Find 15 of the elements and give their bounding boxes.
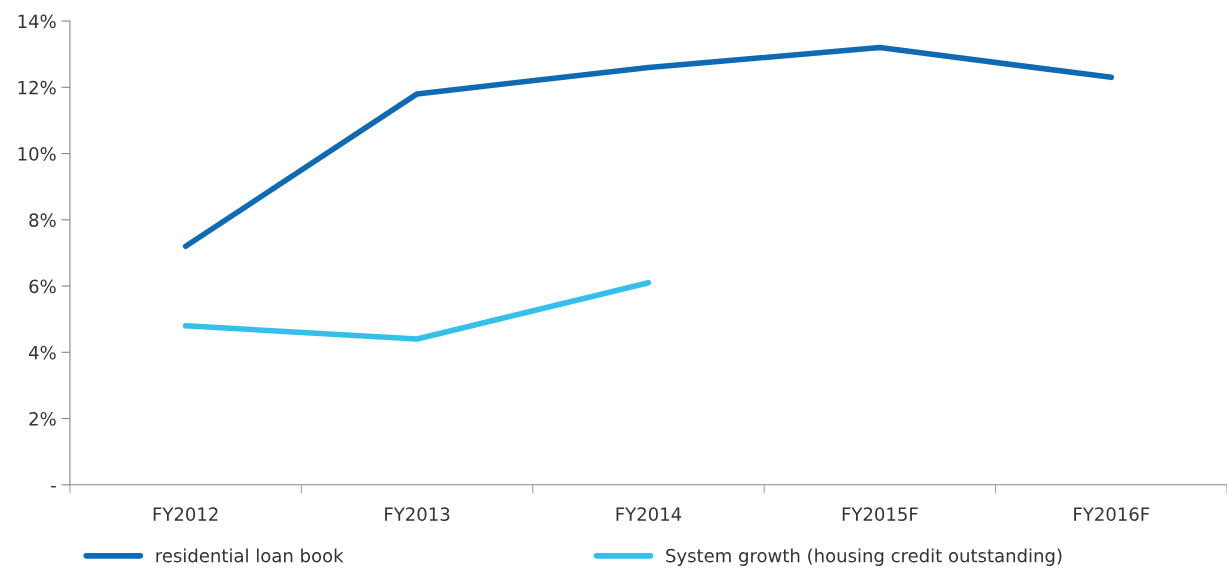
x-tick-label: FY2014 bbox=[616, 507, 682, 521]
legend-label: residential loan book bbox=[156, 548, 344, 563]
legend-label: System growth (housing credit outstanding) bbox=[666, 548, 1062, 566]
y-tick-label: - bbox=[51, 485, 56, 488]
x-tick-label: FY2012 bbox=[153, 507, 218, 521]
y-tick-label: 6% bbox=[29, 279, 56, 294]
y-tick-label: 2% bbox=[29, 412, 56, 426]
x-tick-label: FY2015F bbox=[842, 507, 918, 521]
x-tick-label: FY2016F bbox=[1074, 507, 1150, 521]
y-tick-label: 4% bbox=[28, 345, 56, 360]
y-tick-label: 8% bbox=[29, 213, 56, 227]
y-tick-label: 14% bbox=[18, 14, 56, 29]
y-tick-label: 12% bbox=[18, 80, 56, 95]
x-tick-label: FY2013 bbox=[385, 507, 450, 521]
y-tick-label: 10% bbox=[18, 147, 56, 161]
